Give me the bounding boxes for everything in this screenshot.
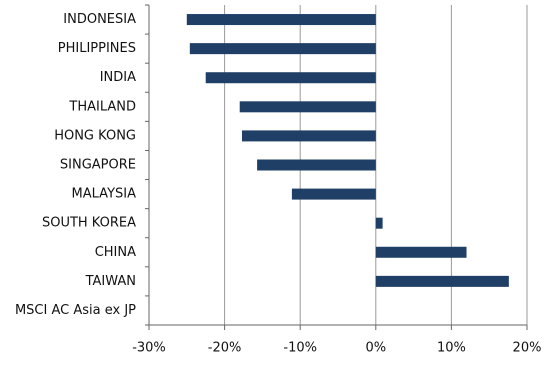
x-tick-label: -30% (132, 341, 166, 356)
y-tick-label: HONG KONG (54, 128, 136, 143)
bar (375, 246, 467, 258)
y-tick-label: SINGAPORE (60, 158, 136, 173)
y-tick-label: INDONESIA (63, 12, 136, 27)
x-tick-label: -20% (208, 341, 242, 356)
y-tick-label: THAILAND (68, 99, 136, 114)
x-tick-label: 20% (513, 341, 542, 356)
x-tick-label: -10% (283, 341, 317, 356)
bar (189, 43, 376, 55)
bar (239, 101, 376, 113)
y-tick-label: MALAYSIA (72, 187, 137, 202)
bar (186, 14, 376, 26)
x-tick-label: 0% (365, 341, 386, 356)
bar (375, 217, 383, 229)
bar (205, 72, 376, 84)
bar (375, 275, 509, 287)
bar (291, 188, 376, 200)
y-tick-label: TAIWAN (85, 274, 136, 289)
y-tick-label: CHINA (95, 245, 136, 260)
y-tick-label: INDIA (100, 70, 136, 85)
bar (257, 159, 376, 171)
y-tick-label: PHILIPPINES (58, 41, 136, 56)
x-tick-label: 10% (437, 341, 466, 356)
y-tick-label: SOUTH KOREA (42, 216, 136, 231)
y-tick-label: MSCI AC Asia ex JP (15, 303, 136, 318)
bar (241, 130, 376, 142)
